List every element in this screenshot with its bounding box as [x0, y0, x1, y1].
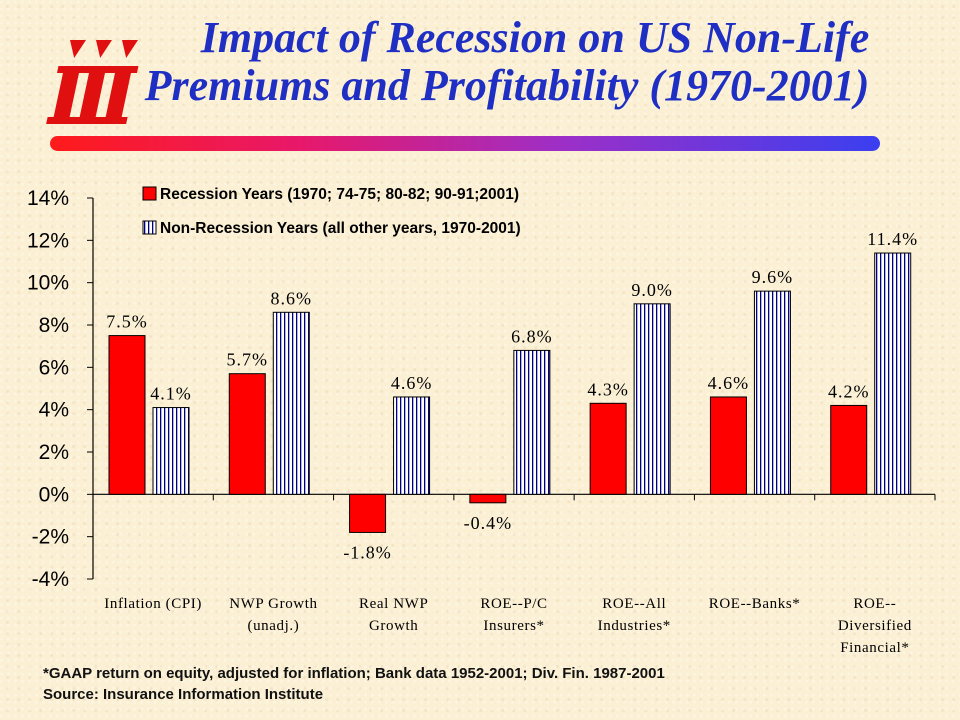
data-label: -0.4% — [464, 513, 513, 533]
legend-label: Recession Years (1970; 74-75; 80-82; 90-… — [160, 186, 519, 203]
x-category-label: ROE--Banks* — [709, 596, 801, 612]
x-category-label: (unadj.) — [247, 618, 299, 634]
x-category-label: Diversified — [838, 618, 912, 634]
data-label: 8.6% — [271, 288, 313, 308]
data-label: 4.3% — [587, 379, 629, 399]
non-recession-bar — [634, 304, 670, 495]
x-category-label: Real NWP — [359, 596, 428, 612]
x-category-label: NWP Growth — [229, 596, 317, 612]
recession-bar — [109, 336, 145, 495]
recession-bar — [831, 405, 867, 494]
non-recession-bar — [754, 291, 790, 494]
x-category-label: Growth — [369, 618, 418, 634]
non-recession-bar — [514, 350, 550, 494]
y-tick-label: 8% — [39, 314, 69, 337]
non-recession-bar — [394, 397, 430, 494]
x-category-label: Inflation (CPI) — [104, 596, 202, 612]
x-category-label: Industries* — [598, 618, 671, 634]
recession-bar — [590, 403, 626, 494]
y-tick-label: 14% — [27, 187, 69, 210]
x-category-label: Insurers* — [483, 618, 544, 634]
recession-bar — [229, 374, 265, 495]
footnote-line-1: *GAAP return on equity, adjusted for inf… — [43, 663, 665, 684]
recession-bar — [470, 494, 506, 502]
legend-swatch-non-recession — [143, 221, 156, 234]
data-label: 7.5% — [106, 312, 148, 332]
y-tick-label: -4% — [32, 568, 69, 591]
bar-chart: 14% 12% 10% 8% 6% 4% 2% 0% -2% -4% 7.5% 4.1% Inflati… — [0, 0, 960, 660]
footnote: *GAAP return on equity, adjusted for inf… — [43, 663, 665, 705]
y-tick-label: 0% — [39, 483, 69, 506]
legend: Recession Years (1970; 74-75; 80-82; 90-… — [143, 186, 521, 237]
y-tick-label: -2% — [32, 526, 69, 549]
y-tick-label: 12% — [27, 229, 69, 252]
x-category-label: ROE--P/C — [480, 596, 547, 612]
data-label: 6.8% — [511, 326, 553, 346]
y-tick-label: 4% — [39, 399, 69, 422]
x-category-label: Financial* — [840, 640, 909, 656]
data-label: 4.6% — [708, 373, 750, 393]
x-category-label: ROE-- — [853, 596, 896, 612]
y-tick-label: 10% — [27, 272, 69, 295]
data-label: 4.2% — [828, 381, 870, 401]
data-label: 4.6% — [391, 373, 433, 393]
non-recession-bar — [153, 408, 189, 495]
data-label: 5.7% — [227, 350, 269, 370]
footnote-source: Source: Insurance Information Institute — [43, 684, 665, 705]
data-label: -1.8% — [343, 542, 392, 562]
non-recession-bar — [875, 253, 911, 494]
data-label: 11.4% — [867, 229, 918, 249]
non-recession-bar — [273, 312, 309, 494]
legend-label: Non-Recession Years (all other years, 19… — [160, 220, 521, 237]
data-label: 4.1% — [150, 384, 192, 404]
recession-bar — [710, 397, 746, 494]
data-label: 9.6% — [752, 267, 794, 287]
recession-bar — [350, 494, 386, 532]
y-tick-label: 6% — [39, 356, 69, 379]
y-tick-label: 2% — [39, 441, 69, 464]
data-label: 9.0% — [631, 280, 673, 300]
x-category-label: ROE--All — [602, 596, 666, 612]
legend-swatch-recession — [143, 187, 156, 200]
